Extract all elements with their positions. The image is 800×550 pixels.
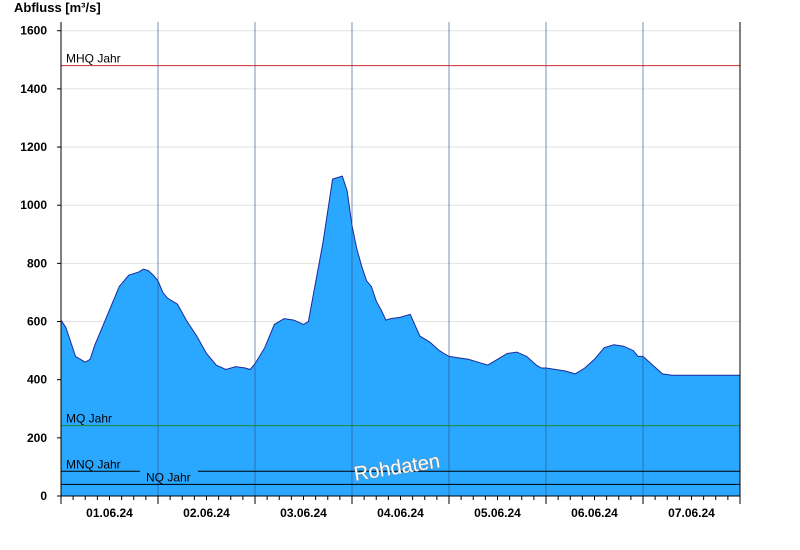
y-tick-label: 200 [27,431,47,445]
day-separators [157,22,644,496]
x-tick-label: 07.06.24 [668,506,715,520]
mnq-jahr-label: MNQ Jahr [66,457,121,471]
y-tick-label: 400 [27,373,47,387]
y-tick-label: 800 [27,256,47,270]
x-tick-label: 05.06.24 [474,506,521,520]
x-tick-label: 01.06.24 [86,506,133,520]
x-tick-label: 06.06.24 [571,506,618,520]
mq-jahr-label: MQ Jahr [66,412,112,426]
x-tick-labels: 01.06.24 02.06.24 03.06.24 04.06.24 05.06.24… [86,506,715,520]
discharge-area [60,175,741,497]
reference-lines: MHQ Jahr MQ Jahr MNQ Jahr NQ Jahr [61,52,740,485]
nq-jahr-label: NQ Jahr [146,470,191,484]
y-tick-label: 1600 [20,24,47,38]
y-tick-label: 1400 [20,82,47,96]
y-axis-title: Abfluss [m³/s] [14,0,101,15]
x-tick-label: 03.06.24 [280,506,327,520]
y-tick-label: 1200 [20,140,47,154]
y-tick-label: 600 [27,315,47,329]
axes [57,22,741,504]
mhq-jahr-label: MHQ Jahr [66,52,121,66]
x-tick-label: 04.06.24 [377,506,424,520]
x-tick-label: 02.06.24 [183,506,230,520]
y-tick-label: 0 [40,489,47,503]
y-tick-label: 1000 [20,198,47,212]
y-tick-labels: 0 200 400 600 800 1000 1200 1400 1600 [20,24,47,503]
